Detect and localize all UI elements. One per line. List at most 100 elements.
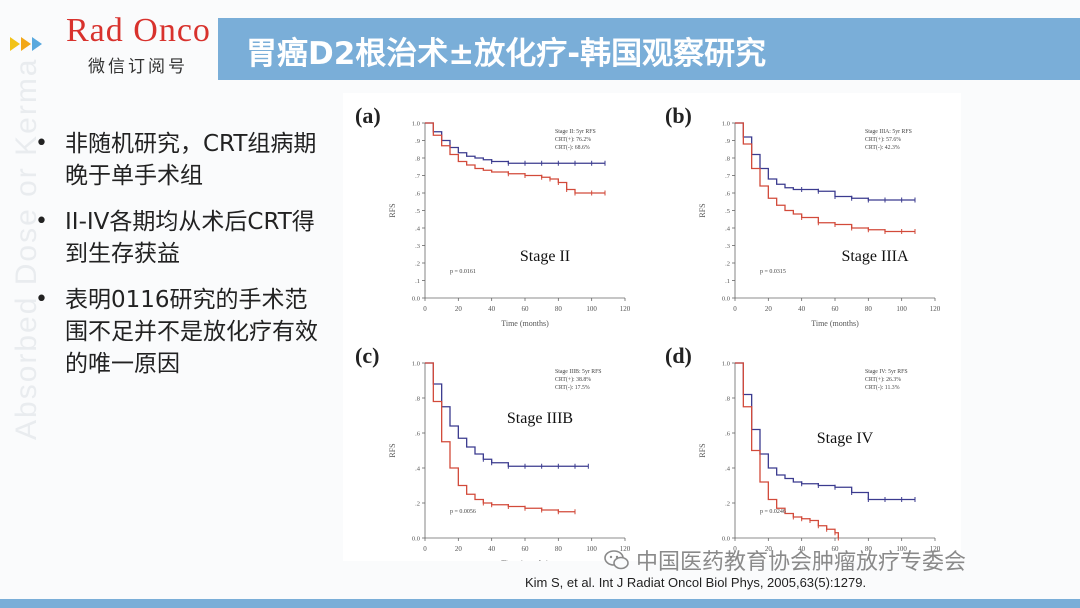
x-tick-label: 0 <box>423 305 427 313</box>
p-value: p = 0.0246 <box>760 509 786 515</box>
y-tick-label: 1.0 <box>722 121 730 128</box>
header: Rad Onco 微信订阅号 胃癌D2根治术±放化疗-韩国观察研究 <box>0 8 1080 80</box>
y-axis-label: RFS <box>388 203 397 217</box>
y-tick-label: .1 <box>725 278 730 285</box>
logo: Rad Onco <box>66 12 211 50</box>
legend-entry: CRT(-): 68.6% <box>555 144 590 151</box>
legend-entry: CRT(-): 42.3% <box>865 144 900 151</box>
y-tick-label: .4 <box>415 466 421 473</box>
x-tick-label: 20 <box>765 545 773 553</box>
bullet-dot-icon: • <box>35 131 48 156</box>
wechat-label: 中国医药教育协会肿瘤放疗专委会 <box>636 550 967 575</box>
x-tick-label: 120 <box>930 545 941 553</box>
title-bar <box>218 18 1080 80</box>
km-panel-2: (b) 0 20 40 60 80 100 120 0.0 .1 .2 .3 .4 .5 .6 .7 .8 .9 1… <box>665 103 941 328</box>
legend-entry: CRT(+): 26.3% <box>865 376 901 383</box>
y-tick-label: 0.0 <box>412 296 420 303</box>
list-item: • 非随机研究，CRT组病期晚于单手术组 <box>35 128 335 192</box>
logo-onco: Onco <box>133 12 211 49</box>
x-tick-label: 40 <box>798 545 806 553</box>
x-tick-label: 100 <box>896 545 907 553</box>
stage-label: Stage IV <box>817 430 874 447</box>
y-tick-label: .9 <box>415 138 420 145</box>
logo-arrows-icon <box>10 37 42 51</box>
y-tick-label: .6 <box>415 431 421 438</box>
y-tick-label: .8 <box>725 396 730 403</box>
legend-title: Stage IIIB: 5yr RFS <box>555 369 602 375</box>
y-tick-label: .2 <box>725 501 730 508</box>
x-tick-label: 120 <box>620 305 631 313</box>
y-tick-label: .4 <box>725 226 731 233</box>
logo-rad: Rad <box>66 12 124 49</box>
stage-label: Stage IIIB <box>507 410 573 427</box>
legend-entry: CRT(-): 17.5% <box>555 384 590 391</box>
y-tick-label: .3 <box>415 243 420 250</box>
y-tick-label: .8 <box>415 156 420 163</box>
x-tick-label: 100 <box>586 305 597 313</box>
y-axis-label: RFS <box>698 203 707 217</box>
y-tick-label: .1 <box>415 278 420 285</box>
bullet-dot-icon: • <box>35 209 48 234</box>
x-tick-label: 0 <box>733 305 737 313</box>
x-tick-label: 120 <box>620 545 631 553</box>
stage-label: Stage II <box>520 248 570 265</box>
x-tick-label: 40 <box>488 545 496 553</box>
x-tick-label: 40 <box>798 305 806 313</box>
legend-title: Stage IIIA: 5yr RFS <box>865 129 912 135</box>
x-tick-label: 120 <box>930 305 941 313</box>
footer-bar <box>0 599 1080 608</box>
y-tick-label: 0.0 <box>722 296 730 303</box>
km-series-line-crt-minus <box>425 362 575 513</box>
x-tick-label: 20 <box>455 545 463 553</box>
x-tick-label: 80 <box>555 545 563 553</box>
bullet-text: 非随机研究，CRT组病期晚于单手术组 <box>65 131 317 189</box>
panel-label: (a) <box>355 103 381 128</box>
y-tick-label: .5 <box>725 208 730 215</box>
stage-label: Stage IIIA <box>841 248 909 265</box>
legend-title: Stage IV: 5yr RFS <box>865 369 908 375</box>
x-tick-label: 20 <box>455 305 463 313</box>
km-series-line-crt-minus <box>735 362 839 538</box>
km-panel-1: (a) 0 20 40 60 80 100 120 0.0 .1 .2 .3 .4 .5 .6 .7 .8 .9 1… <box>355 103 631 328</box>
y-tick-label: .2 <box>415 501 420 508</box>
y-tick-label: .8 <box>415 396 420 403</box>
km-series-line-crt-minus <box>425 122 605 194</box>
y-tick-label: .4 <box>725 466 731 473</box>
y-tick-label: .7 <box>725 173 731 180</box>
y-tick-label: .3 <box>725 243 730 250</box>
y-tick-label: .2 <box>415 261 420 268</box>
x-tick-label: 0 <box>423 545 427 553</box>
km-series-line-crt-plus <box>735 362 915 501</box>
citation: Kim S, et al. Int J Radiat Oncol Biol Ph… <box>525 575 867 590</box>
y-axis-label: RFS <box>698 443 707 457</box>
y-tick-label: 0.0 <box>412 536 420 543</box>
km-figure: (a) 0 20 40 60 80 100 120 0.0 .1 .2 .3 .4 .5 .6 .7 .8 .9 1… <box>355 103 941 568</box>
x-tick-label: 60 <box>522 305 530 313</box>
page-title: 胃癌D2根治术±放化疗-韩国观察研究 <box>246 36 767 72</box>
p-value: p = 0.0161 <box>450 269 476 275</box>
x-tick-label: 80 <box>555 305 563 313</box>
km-series-line-crt-plus <box>735 122 915 201</box>
bullet-dot-icon: • <box>35 287 48 312</box>
x-tick-label: 40 <box>488 305 496 313</box>
y-tick-label: .6 <box>725 431 731 438</box>
legend-entry: CRT(+): 57.6% <box>865 136 901 143</box>
p-value: p = 0.0056 <box>450 509 476 515</box>
y-tick-label: .5 <box>415 208 420 215</box>
panel-label: (c) <box>355 343 379 368</box>
list-item: • 表明0116研究的手术范围不足并不是放化疗有效的唯一原因 <box>35 284 335 380</box>
list-item: • II-IV各期均从术后CRT得到生存获益 <box>35 206 335 270</box>
p-value: p = 0.0315 <box>760 269 786 275</box>
y-tick-label: .8 <box>725 156 730 163</box>
y-tick-label: .9 <box>725 138 730 145</box>
x-axis-label: Time (months) <box>501 559 549 561</box>
x-tick-label: 60 <box>522 545 530 553</box>
bullet-list: • 非随机研究，CRT组病期晚于单手术组 • II-IV各期均从术后CRT得到生… <box>35 128 335 394</box>
x-axis-label: Time (months) <box>811 319 859 328</box>
km-panel-4: (d) 0 20 40 60 80 100 120 0.0 .2 .4 .6 .8 1.0 RFS Stage… <box>665 343 941 553</box>
y-tick-label: 0.0 <box>722 536 730 543</box>
y-tick-label: .2 <box>725 261 730 268</box>
bullet-text: 表明0116研究的手术范围不足并不是放化疗有效的唯一原因 <box>65 287 318 377</box>
x-tick-label: 100 <box>896 305 907 313</box>
